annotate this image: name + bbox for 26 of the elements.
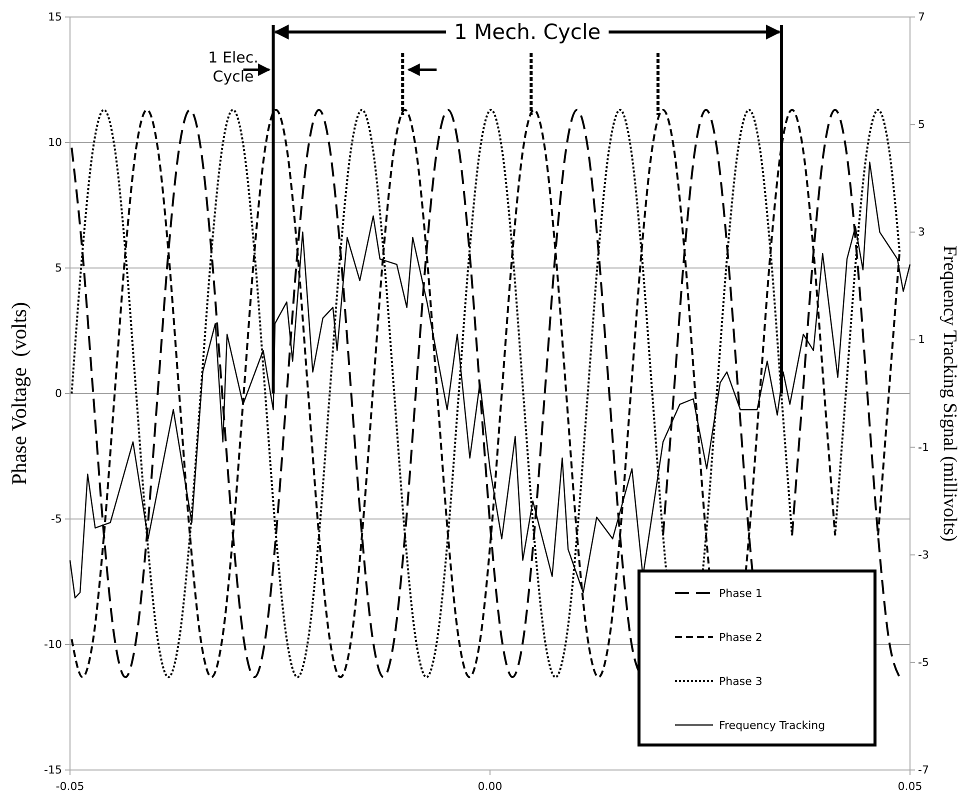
y2-tick-label: -1 <box>918 440 929 454</box>
y-tick-label: 15 <box>48 10 62 24</box>
y2-tick-label: -5 <box>918 656 929 669</box>
y2-tick-label: 7 <box>918 10 925 24</box>
legend-label: Phase 3 <box>719 675 762 688</box>
x-tick-label: -0.05 <box>56 780 84 794</box>
y2-tick-label: 5 <box>918 118 925 132</box>
y2-tick-label: 3 <box>918 226 925 239</box>
y-axis-title: Phase Voltage (volts) <box>7 302 31 485</box>
y2-tick-label: -7 <box>918 764 929 777</box>
y-tick-label: 0 <box>55 387 62 400</box>
annotation: 1 Mech. Cycle <box>454 20 601 44</box>
y-tick-label: -10 <box>44 638 62 652</box>
y-tick-label: -15 <box>44 764 62 777</box>
legend-label: Phase 1 <box>719 587 762 600</box>
y2-tick-label: -3 <box>918 548 929 562</box>
x-tick-label: 0.00 <box>478 780 502 794</box>
y2-tick-label: 1 <box>918 333 925 346</box>
y2-axis-title: Frequency Tracking Signal (millivolts) <box>939 245 960 542</box>
x-tick-label: 0.05 <box>898 780 922 794</box>
y-tick-label: -5 <box>51 512 62 526</box>
legend-label: Frequency Tracking <box>719 719 826 732</box>
annotation: 1 Elec. Cycle <box>208 48 258 86</box>
y-tick-label: 5 <box>55 262 62 275</box>
y-tick-label: 10 <box>48 136 62 150</box>
legend-label: Phase 2 <box>719 631 762 644</box>
